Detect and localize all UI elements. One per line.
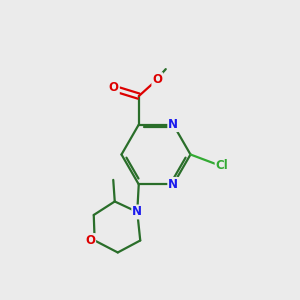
Text: N: N: [168, 118, 178, 131]
Text: N: N: [168, 178, 178, 191]
Text: N: N: [132, 206, 142, 218]
Text: Cl: Cl: [216, 159, 228, 172]
Text: O: O: [85, 234, 95, 247]
Text: O: O: [109, 81, 119, 94]
Text: O: O: [152, 73, 162, 86]
